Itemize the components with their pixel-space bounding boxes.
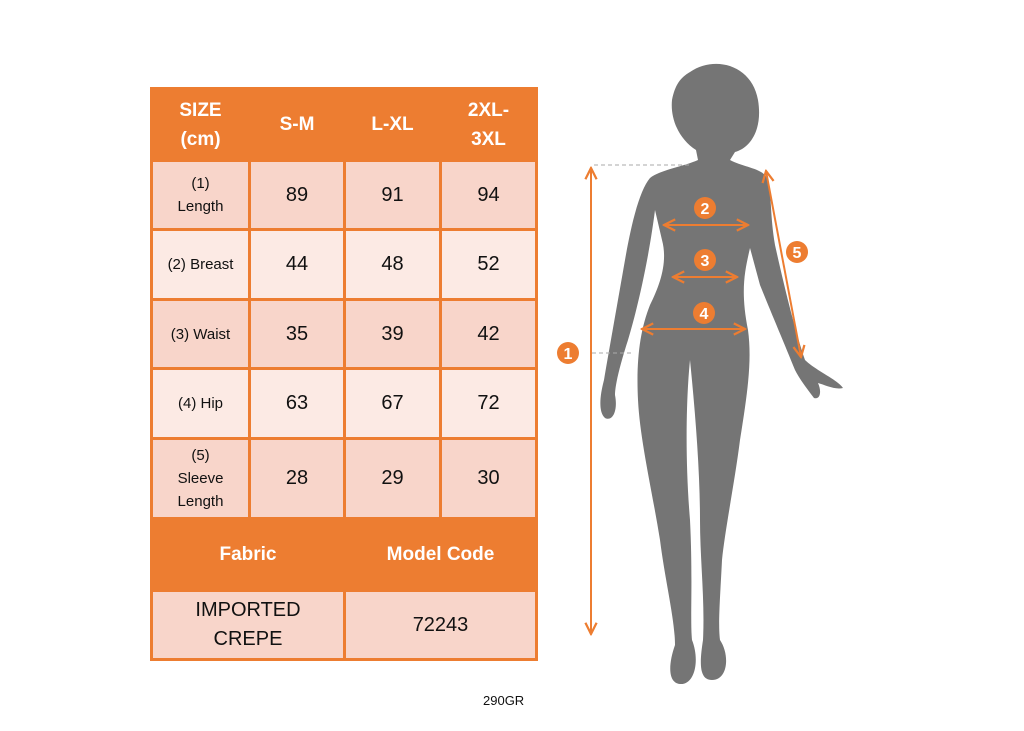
cell: 67 — [343, 367, 442, 440]
svg-text:2: 2 — [701, 201, 710, 218]
cell: 44 — [248, 228, 346, 301]
table-row: (1) Length 89 91 94 — [150, 159, 538, 231]
cell: 72 — [439, 367, 538, 440]
marker-3: 3 — [694, 249, 716, 271]
row-label: (3) Waist — [150, 298, 251, 370]
woman-silhouette — [600, 63, 843, 685]
svg-text:5: 5 — [793, 245, 802, 262]
cell: 89 — [248, 159, 346, 231]
row-label: (5) Sleeve Length — [150, 437, 251, 520]
cell: 28 — [248, 437, 346, 520]
measure-arrows — [591, 168, 801, 634]
header-model-code: Model Code — [343, 517, 538, 592]
cell: 29 — [343, 437, 442, 520]
cell: 52 — [439, 228, 538, 301]
cell: 42 — [439, 298, 538, 370]
marker-2: 2 — [694, 197, 716, 219]
header-l-xl: L-XL — [343, 87, 442, 162]
cell: 91 — [343, 159, 442, 231]
fabric-value: IMPORTED CREPE — [150, 589, 346, 661]
table-row: (4) Hip 63 67 72 — [150, 367, 538, 440]
marker-4: 4 — [693, 302, 715, 324]
weight-label: 290GR — [483, 693, 525, 708]
table-row: (3) Waist 35 39 42 — [150, 298, 538, 370]
sleeve-arrow — [766, 171, 801, 357]
header-fabric: Fabric — [150, 517, 346, 592]
table-row: (2) Breast 44 48 52 — [150, 228, 538, 301]
row-label: (1) Length — [150, 159, 251, 231]
guide-lines — [592, 164, 692, 354]
marker-5: 5 — [786, 241, 808, 263]
cell: 48 — [343, 228, 442, 301]
model-code-value: 72243 — [343, 589, 538, 661]
footer-header-row: Fabric Model Code — [150, 517, 538, 592]
header-2xl-3xl: 2XL-3XL — [439, 87, 538, 162]
cell: 30 — [439, 437, 538, 520]
header-row: SIZE (cm) S-M L-XL 2XL-3XL — [150, 87, 538, 162]
cell: 35 — [248, 298, 346, 370]
table-row: (5) Sleeve Length 28 29 30 — [150, 437, 538, 520]
cell: 94 — [439, 159, 538, 231]
row-label: (4) Hip — [150, 367, 251, 440]
row-label: (2) Breast — [150, 228, 251, 301]
svg-text:1: 1 — [564, 346, 573, 363]
marker-1: 1 — [557, 342, 579, 364]
footer-row: IMPORTED CREPE 72243 — [150, 589, 538, 661]
svg-text:3: 3 — [701, 253, 710, 270]
svg-text:4: 4 — [700, 306, 709, 323]
cell: 39 — [343, 298, 442, 370]
header-s-m: S-M — [248, 87, 346, 162]
size-chart-table: SIZE (cm) S-M L-XL 2XL-3XL (1) Length 89 9… — [150, 87, 538, 661]
header-size: SIZE (cm) — [150, 87, 251, 162]
cell: 63 — [248, 367, 346, 440]
